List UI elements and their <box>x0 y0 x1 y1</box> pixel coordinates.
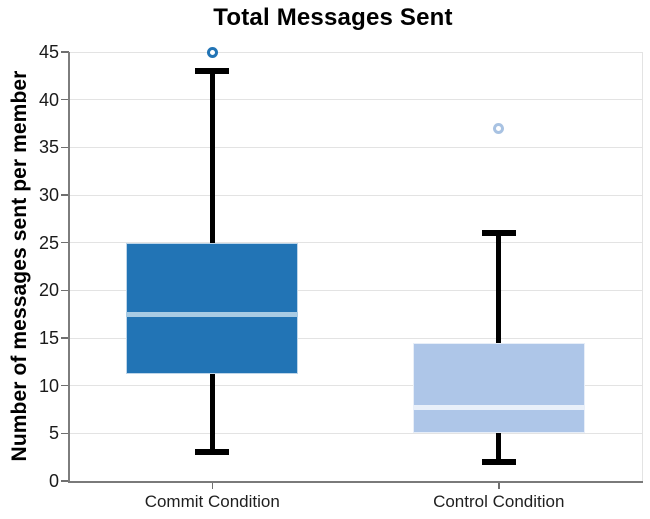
y-tick-label: 40 <box>38 89 59 110</box>
y-tick-mark <box>61 51 69 53</box>
x-tick-mark <box>498 483 500 489</box>
outlier-point <box>493 122 505 134</box>
whisker-lower-cap <box>195 449 230 456</box>
y-gridline <box>69 99 642 101</box>
y-gridline <box>69 146 642 148</box>
y-gridline <box>69 432 642 434</box>
y-gridline <box>69 385 642 387</box>
x-category-label: Control Condition <box>433 492 565 511</box>
y-tick-mark <box>61 432 69 435</box>
y-tick-mark <box>61 337 69 339</box>
y-gridline <box>69 242 642 244</box>
x-axis-line <box>68 481 643 483</box>
whisker-upper-cap <box>481 230 516 237</box>
y-tick-mark <box>61 98 69 101</box>
whisker-lower-line <box>496 433 502 462</box>
box-control <box>412 342 585 434</box>
whisker-lower-cap <box>481 458 516 465</box>
y-tick-mark <box>61 384 69 387</box>
y-tick-label: 10 <box>38 375 59 396</box>
y-tick-mark <box>61 146 69 149</box>
y-tick-label: 30 <box>38 185 59 205</box>
y-gridline <box>69 289 642 291</box>
y-tick-label: 35 <box>38 137 59 158</box>
x-tick-mark <box>211 483 213 489</box>
y-tick-mark <box>61 194 69 196</box>
y-tick-mark <box>61 241 69 244</box>
y-tick-label: 20 <box>38 280 59 301</box>
y-tick-label: 5 <box>48 423 59 444</box>
whisker-upper-line <box>209 71 215 243</box>
x-category-label: Commit Condition <box>144 492 280 511</box>
y-tick-mark <box>61 480 69 482</box>
whisker-upper-line <box>496 233 502 343</box>
y-axis-line <box>68 52 70 481</box>
y-tick-mark <box>61 289 69 292</box>
chart-title: Total Messages Sent <box>213 4 453 31</box>
median-line <box>412 404 585 410</box>
y-tick-label: 45 <box>38 42 59 62</box>
y-tick-label: 25 <box>38 232 59 253</box>
y-gridline <box>69 194 642 196</box>
y-gridline <box>69 337 642 339</box>
median-line <box>126 311 299 317</box>
y-tick-label: 0 <box>48 471 59 491</box>
y-tick-label: 15 <box>38 328 59 348</box>
box-commit <box>126 242 299 374</box>
plot-right-border <box>642 52 643 481</box>
outlier-point <box>206 46 218 58</box>
whisker-upper-cap <box>195 68 230 75</box>
y-gridline <box>69 51 642 53</box>
whisker-lower-line <box>209 373 215 453</box>
